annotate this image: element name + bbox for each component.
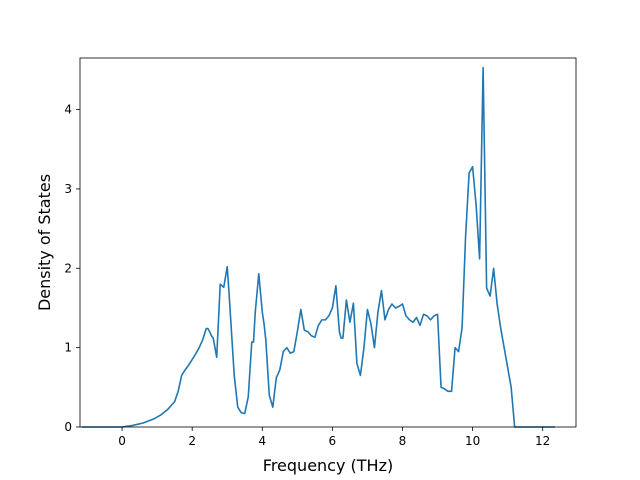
- plot-area: [81, 66, 555, 428]
- y-tick-label: 3: [64, 182, 72, 196]
- x-tick-label: 12: [535, 434, 550, 448]
- y-tick-label: 2: [64, 261, 72, 275]
- y-axis-ticks: 0 1 2 3 4: [64, 103, 80, 434]
- x-tick-label: 8: [399, 434, 407, 448]
- x-tick-label: 0: [118, 434, 126, 448]
- y-tick-label: 4: [64, 103, 72, 117]
- y-axis-label: Density of States: [35, 174, 54, 311]
- x-axis-ticks: 0 2 4 6 8 10 12: [118, 427, 550, 448]
- x-tick-label: 6: [329, 434, 337, 448]
- x-axis-label: Frequency (THz): [263, 456, 393, 475]
- dos-series-line: [81, 66, 555, 428]
- axes-frame: [79, 57, 577, 428]
- y-tick-label: 0: [64, 420, 72, 434]
- x-tick-label: 10: [465, 434, 480, 448]
- x-tick-label: 4: [258, 434, 266, 448]
- y-tick-label: 1: [64, 341, 72, 355]
- x-tick-label: 2: [188, 434, 196, 448]
